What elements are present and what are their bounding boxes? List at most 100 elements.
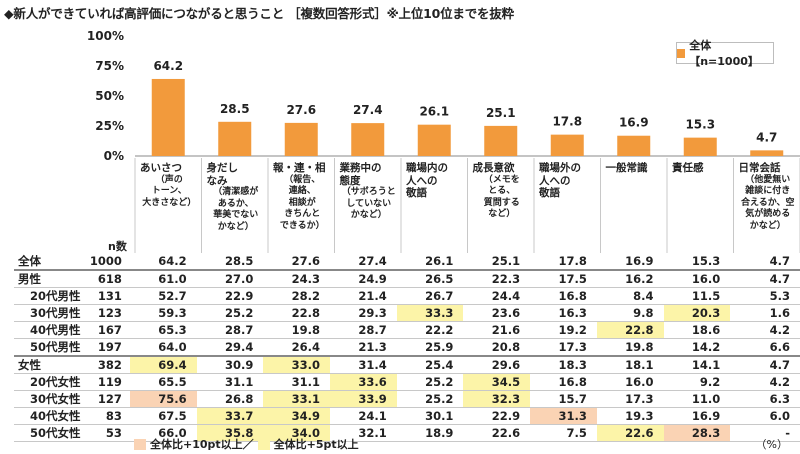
table-cell: 26.8 (196, 390, 264, 408)
bar-value-label: 25.1 (486, 106, 516, 120)
category-sub-text: 雑談に付き (745, 186, 791, 196)
table-cell: 21.6 (463, 321, 531, 339)
table-row: 50代男性 197 64.0 29.4 26.4 21.3 25.9 20.8 17.3 19.8… (14, 338, 800, 357)
table-cell: 15.3 (663, 253, 731, 271)
table-cell: 30.9 (196, 355, 264, 374)
table-cell: 6.0 (730, 407, 800, 425)
bar (417, 124, 451, 156)
bar (550, 134, 584, 156)
category-main-text: 報・連・相 (273, 162, 326, 174)
table-cell: 29.6 (463, 355, 531, 374)
table-cell: 34.0 (263, 424, 331, 442)
bar-value-label: 26.1 (419, 105, 449, 119)
table-cell: 75.6 (129, 390, 197, 408)
bar (151, 78, 185, 156)
row-n: 1000 (89, 253, 130, 271)
table-cell: 32.1 (330, 424, 397, 442)
category-sub-text: （清潔感が (213, 187, 259, 197)
table-cell: 31.1 (196, 373, 264, 391)
table-cell: 16.9 (663, 407, 731, 425)
row-label: 30代女性 (14, 390, 90, 408)
category-main-text: 人への (406, 174, 438, 187)
category-main-text: 職場外の (539, 162, 581, 174)
row-n: 53 (89, 424, 130, 442)
table-cell: 31.4 (330, 355, 397, 374)
y-tick-label: 25% (95, 119, 124, 133)
table-cell: 18.6 (663, 321, 731, 339)
category-sub-text: 華美でない (213, 210, 259, 220)
category-main-text: 敬語 (406, 187, 427, 199)
table-cell: 22.9 (196, 287, 264, 305)
category-sub-text: （他愛無い (745, 174, 791, 185)
bar-value-label: 27.6 (286, 103, 316, 117)
category-sub-text: していない (346, 198, 392, 209)
table-row: 40代男性 167 65.3 28.7 19.8 28.7 22.2 21.6 19.2 22.8… (14, 321, 800, 339)
table-cell: 34.9 (263, 407, 331, 425)
table-cell: 26.1 (396, 253, 464, 271)
category-sub-text: （メモを (483, 174, 520, 185)
category-main-text: 態度 (339, 174, 361, 187)
bar-value-label: 15.3 (685, 118, 715, 132)
table-cell: 59.3 (129, 304, 197, 322)
row-n: 618 (89, 270, 130, 288)
table-row: 30代男性 123 59.3 25.2 22.8 29.3 33.3 23.6 16.3 9.8 2… (14, 304, 800, 322)
category-sub-text: 気が読める (745, 209, 791, 219)
category-label: あいさつ （声の トーン、 大きさなど） (140, 162, 199, 209)
row-label: 男性 (14, 270, 90, 288)
category-label: 報・連・相 （報告、 連絡、 相談が きちんと できるか） (273, 162, 332, 232)
table-cell: - (730, 424, 800, 442)
table-row: 全体 1000 64.2 28.5 27.6 27.4 26.1 25.1 17.8 16.9 15… (14, 253, 800, 271)
table-cell: 11.0 (663, 390, 731, 408)
table-cell: 18.9 (396, 424, 464, 442)
table-cell: 18.3 (530, 355, 597, 374)
category-sub-text: 大きさなど） (142, 197, 197, 208)
category-main-text: 人への (539, 174, 571, 187)
table-cell: 17.3 (596, 390, 664, 408)
table-row: 30代女性 127 75.6 26.8 33.1 33.9 25.2 32.3 15.7 17.3… (14, 390, 800, 408)
table-row: 40代女性 83 67.5 33.7 34.9 24.1 30.1 22.9 31.3 19.3 1… (14, 407, 800, 425)
table-cell: 33.7 (196, 407, 264, 425)
table-cell: 25.2 (196, 304, 264, 322)
table-cell: 16.0 (663, 270, 731, 288)
table-cell: 22.6 (463, 424, 531, 442)
table-cell: 4.7 (730, 253, 800, 271)
row-label: 30代男性 (14, 304, 90, 322)
table-cell: 20.8 (463, 338, 531, 357)
category-sub-text: （サボろうと (341, 187, 396, 197)
table-cell: 28.3 (663, 424, 731, 442)
table-cell: 9.2 (663, 373, 731, 391)
table-cell: 26.7 (396, 287, 464, 305)
table-cell: 27.0 (196, 270, 264, 288)
bar-value-label: 27.4 (353, 103, 383, 117)
table-row: 男性 618 61.0 27.0 24.3 24.9 26.5 22.3 17.5 16.2 16.… (14, 270, 800, 288)
bar-value-label: 64.2 (153, 59, 183, 73)
category-main-text: 職場内の (406, 162, 448, 174)
table-cell: 69.4 (129, 355, 197, 374)
table-cell: 18.1 (596, 355, 664, 374)
category-label: 職場内の 人への 敬語 (406, 162, 465, 200)
row-n: 83 (89, 407, 130, 425)
category-sub-text: 連絡、 (288, 186, 316, 196)
table-cell: 25.2 (396, 373, 464, 391)
table-cell: 27.6 (263, 253, 331, 271)
category-sub-text: （声の (155, 174, 183, 185)
category-sub-text: とる、 (488, 186, 516, 196)
row-n: 127 (89, 390, 130, 408)
row-label: 20代男性 (14, 287, 90, 305)
table-cell: 19.3 (596, 407, 664, 425)
hi10-label: 全体比+10pt以上／ (150, 438, 254, 451)
row-n: 119 (89, 373, 130, 391)
table-cell: 30.1 (396, 407, 464, 425)
crosstab-table: 全体 1000 64.2 28.5 27.6 27.4 26.1 25.1 17.8 16.9 15… (14, 253, 800, 442)
table-cell: 9.8 (596, 304, 664, 322)
table-cell: 64.2 (129, 253, 197, 271)
row-label: 40代女性 (14, 407, 90, 425)
table-cell: 24.1 (330, 407, 397, 425)
table-row: 20代女性 119 65.5 31.1 31.1 33.6 25.2 34.5 16.8 16.0… (14, 373, 800, 391)
table-cell: 22.3 (463, 270, 531, 288)
category-sub-text: トーン、 (151, 186, 187, 196)
row-label: 全体 (14, 253, 90, 271)
table-cell: 16.8 (530, 373, 597, 391)
table-cell: 29.3 (330, 304, 397, 322)
table-cell: 67.5 (129, 407, 197, 425)
